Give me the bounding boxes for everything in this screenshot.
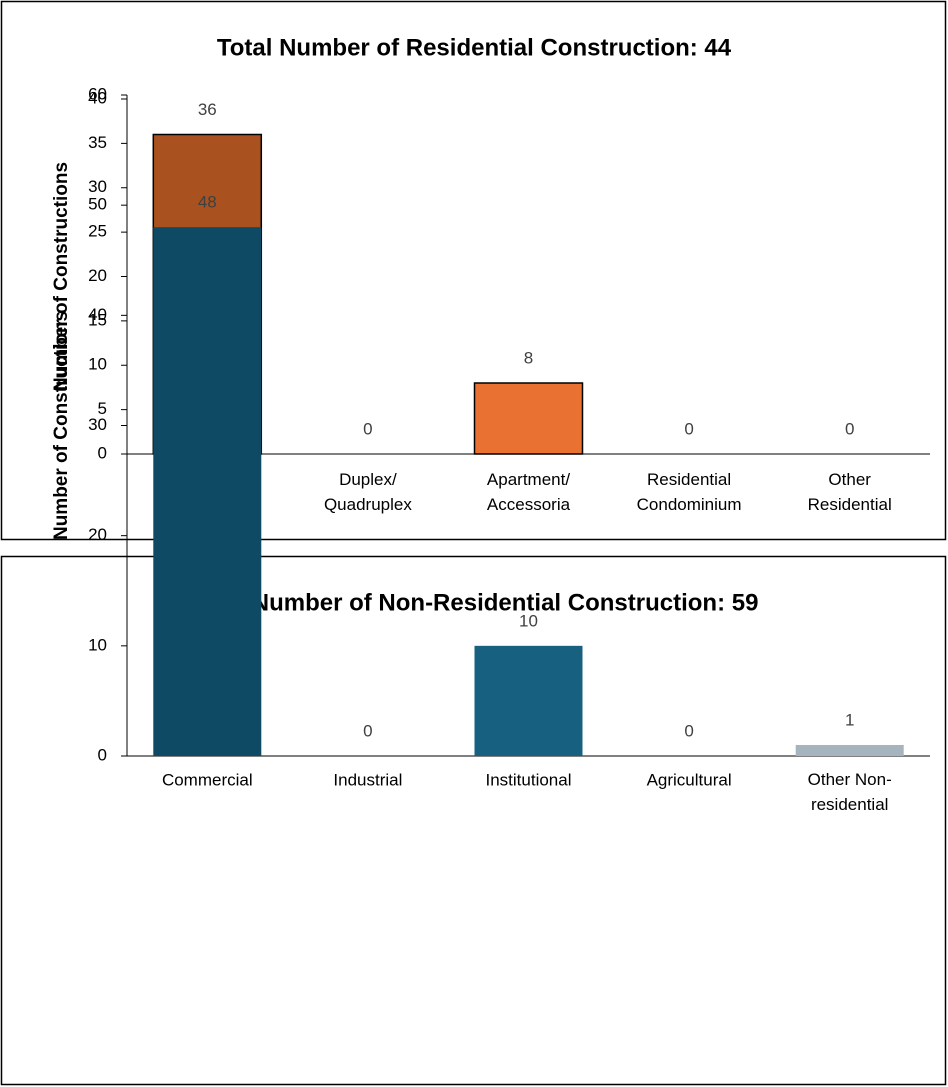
data-label: 10 [519,611,538,630]
y-axis-label: Number of Constructions [51,162,72,391]
data-label: 8 [524,348,533,367]
y-tick-label: 30 [88,177,107,196]
bar [473,382,584,455]
chart-frame [0,0,947,541]
x-tick-label: Agricultural [647,770,732,789]
data-label: 0 [363,419,372,438]
y-tick-label: 40 [88,88,107,107]
x-tick-label: Industrial [333,770,402,789]
x-tick-label: Other Non-residential [808,770,892,814]
data-label: 36 [198,100,217,119]
bar [474,645,583,756]
chart-title: Total Number of Non-Residential Construc… [190,589,759,616]
y-tick-label: 15 [88,310,107,329]
y-tick-label: 35 [88,133,107,152]
x-tick-label: Apartment/Accessoria [487,470,571,514]
bar [153,227,262,756]
bar [795,744,904,756]
y-tick-label: 30 [88,415,107,434]
x-tick-label: Other Residential [808,470,892,514]
y-tick-label: 5 [98,399,107,418]
data-label: 0 [684,721,693,740]
x-tick-label: Residential Condominium [637,470,742,514]
y-tick-label: 10 [88,635,107,654]
y-tick-label: 0 [98,745,107,764]
data-label: 0 [363,721,372,740]
data-label: 48 [198,193,217,212]
y-tick-label: 40 [88,305,107,324]
y-tick-label: 20 [88,525,107,544]
y-tick-label: 25 [88,222,107,241]
data-label: 0 [845,419,854,438]
y-tick-label: 10 [88,355,107,374]
data-label: 0 [684,419,693,438]
x-tick-label: Commercial [162,770,253,789]
y-tick-label: 60 [88,84,107,103]
data-label: 1 [845,710,854,729]
x-tick-label: Duplex/Quadruplex [324,470,412,514]
y-tick-label: 20 [88,266,107,285]
x-tick-label: Institutional [486,770,572,789]
chart-title: Total Number of Residential Construction… [217,34,732,61]
y-axis-label: Number of Constructions [51,311,72,540]
y-tick-label: 0 [98,443,107,462]
y-tick-label: 50 [88,195,107,214]
chart-frame [0,555,947,1086]
